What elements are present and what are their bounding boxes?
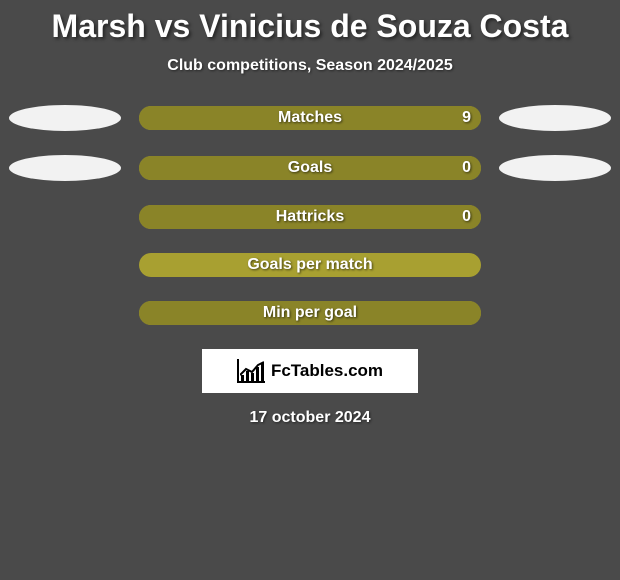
stat-bar: Hattricks 0: [139, 205, 481, 229]
date-text: 17 october 2024: [0, 409, 620, 427]
stat-value: 9: [462, 106, 471, 130]
stat-bar: Min per goal: [139, 301, 481, 325]
stat-row: Matches 9: [10, 105, 610, 131]
stat-label: Hattricks: [139, 205, 481, 229]
stat-bar: Goals per match: [139, 253, 481, 277]
stat-row: Hattricks 0: [10, 205, 610, 229]
stat-bar: Matches 9: [139, 106, 481, 130]
stat-label: Goals per match: [139, 253, 481, 277]
logo-text: FcTables.com: [271, 361, 383, 381]
stat-bar: Goals 0: [139, 156, 481, 180]
logo-box: FcTables.com: [202, 349, 418, 393]
stat-value: 0: [462, 156, 471, 180]
page-title: Marsh vs Vinicius de Souza Costa: [0, 0, 620, 45]
stat-label: Min per goal: [139, 301, 481, 325]
stat-value: 0: [462, 205, 471, 229]
stat-label: Goals: [139, 156, 481, 180]
stat-row: Goals 0: [10, 155, 610, 181]
left-ellipse: [9, 105, 121, 131]
logo-chart-icon: [237, 359, 265, 383]
left-ellipse: [9, 155, 121, 181]
stat-row: Min per goal: [10, 301, 610, 325]
stat-row: Goals per match: [10, 253, 610, 277]
right-ellipse: [499, 105, 611, 131]
stats-area: Matches 9 Goals 0 Hattricks 0 Goals per …: [0, 105, 620, 325]
stat-label: Matches: [139, 106, 481, 130]
subtitle: Club competitions, Season 2024/2025: [0, 57, 620, 75]
right-ellipse: [499, 155, 611, 181]
